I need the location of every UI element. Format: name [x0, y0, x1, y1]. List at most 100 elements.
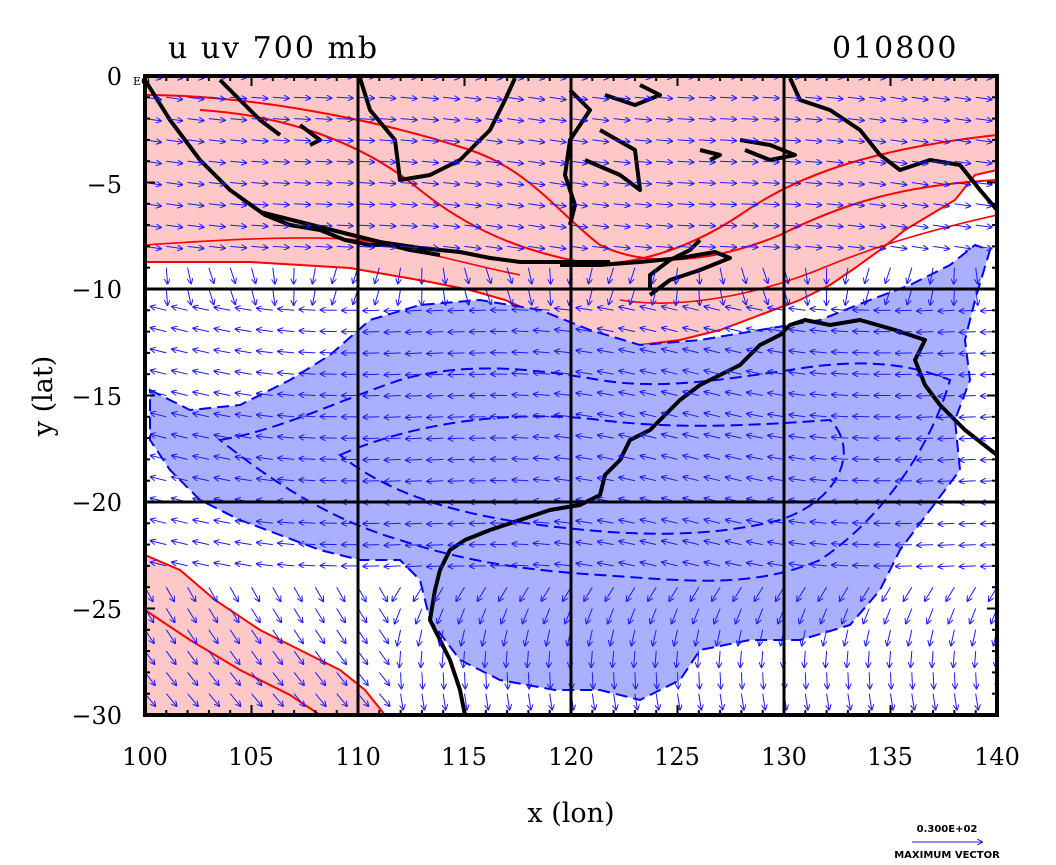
wind-vector	[712, 586, 721, 601]
wind-vector	[656, 672, 657, 688]
wind-vector	[421, 97, 438, 99]
wind-vector	[385, 545, 401, 546]
wind-vector	[705, 434, 721, 439]
wind-vector	[761, 651, 762, 667]
wind-vector	[975, 714, 977, 715]
wind-vector	[811, 522, 827, 524]
wind-vector	[662, 392, 678, 396]
wind-vector	[478, 586, 487, 601]
wind-vector	[917, 438, 934, 439]
wind-vector	[449, 545, 465, 546]
wind-vector	[465, 693, 467, 710]
wind-vector	[549, 714, 551, 715]
wind-vector	[613, 161, 630, 163]
wind-vector	[762, 183, 779, 184]
wind-vector	[598, 371, 614, 374]
wind-vector	[826, 140, 843, 142]
wind-vector	[641, 349, 657, 354]
wind-vector	[549, 246, 566, 248]
wind-vector	[720, 714, 721, 715]
wind-vector	[525, 629, 528, 646]
wind-vector	[251, 267, 256, 283]
wind-vector	[683, 519, 699, 524]
wind-vector	[278, 543, 295, 544]
wind-vector	[705, 328, 721, 333]
wind-vector	[187, 204, 204, 206]
wind-vector	[960, 523, 976, 524]
wind-vector	[629, 608, 636, 624]
wind-vector	[549, 140, 566, 142]
wind-vector	[166, 246, 182, 248]
wind-vector	[960, 481, 976, 482]
wind-vector	[677, 204, 694, 205]
wind-vector	[229, 672, 240, 685]
wind-vector	[512, 373, 529, 374]
wind-vector	[534, 543, 550, 544]
wind-vector	[166, 183, 182, 185]
wind-vector	[165, 629, 175, 643]
wind-vector	[378, 650, 388, 664]
wind-vector	[151, 519, 167, 524]
wind-vector	[705, 541, 721, 546]
wind-vector	[193, 435, 210, 438]
wind-vector	[975, 246, 992, 248]
wind-vector	[576, 478, 593, 481]
wind-vector	[783, 140, 800, 141]
wind-vector	[520, 586, 529, 601]
wind-vector	[257, 479, 273, 481]
wind-vector	[805, 672, 806, 688]
wind-vector	[549, 183, 566, 185]
wind-vector	[172, 413, 188, 418]
wind-vector	[641, 371, 657, 375]
wind-vector	[740, 267, 746, 283]
wind-vector	[890, 119, 907, 121]
wind-vectors	[145, 76, 997, 715]
wind-vector	[720, 267, 723, 284]
wind-vector	[229, 608, 238, 623]
x-tick-label: 130	[761, 743, 807, 771]
wind-vector	[278, 394, 295, 395]
wind-vector	[570, 161, 587, 163]
wind-vector	[976, 267, 978, 284]
wind-vector	[294, 97, 310, 98]
wind-vector	[698, 714, 700, 715]
wind-vector	[293, 650, 303, 664]
wind-vector	[188, 267, 191, 284]
wind-vector	[166, 97, 182, 99]
wind-vector	[741, 714, 742, 715]
wind-vector	[336, 246, 353, 247]
wind-vector	[669, 586, 678, 601]
wind-vector	[443, 246, 459, 248]
wind-vector	[236, 478, 252, 481]
wind-vector	[832, 522, 848, 523]
wind-vector	[172, 328, 188, 333]
wind-vector	[272, 119, 289, 120]
wind-vector	[541, 586, 551, 601]
wind-vector	[768, 393, 785, 396]
wind-vector	[314, 650, 324, 664]
wind-vector	[375, 288, 380, 304]
x-tick-label: 115	[441, 743, 487, 771]
wind-vector	[832, 458, 848, 459]
wind-vector	[970, 608, 977, 624]
wind-vector	[863, 608, 870, 624]
wind-vector	[427, 523, 444, 524]
wind-vector	[885, 288, 891, 304]
wind-vector	[705, 392, 721, 396]
wind-vector	[193, 456, 210, 459]
wind-vector	[917, 459, 934, 460]
wind-vector	[172, 477, 188, 482]
wind-vector	[315, 225, 331, 226]
wind-vector	[512, 331, 529, 332]
wind-vector	[528, 225, 544, 227]
wind-vector	[619, 456, 636, 459]
wind-vector	[641, 328, 657, 333]
wind-vector	[720, 672, 721, 688]
wind-vector	[938, 481, 955, 482]
wind-vector	[598, 456, 614, 459]
wind-vector	[401, 693, 403, 710]
wind-vector	[193, 392, 210, 395]
wind-vector	[406, 545, 422, 546]
wind-vector	[996, 246, 997, 247]
wind-vector	[768, 308, 785, 311]
